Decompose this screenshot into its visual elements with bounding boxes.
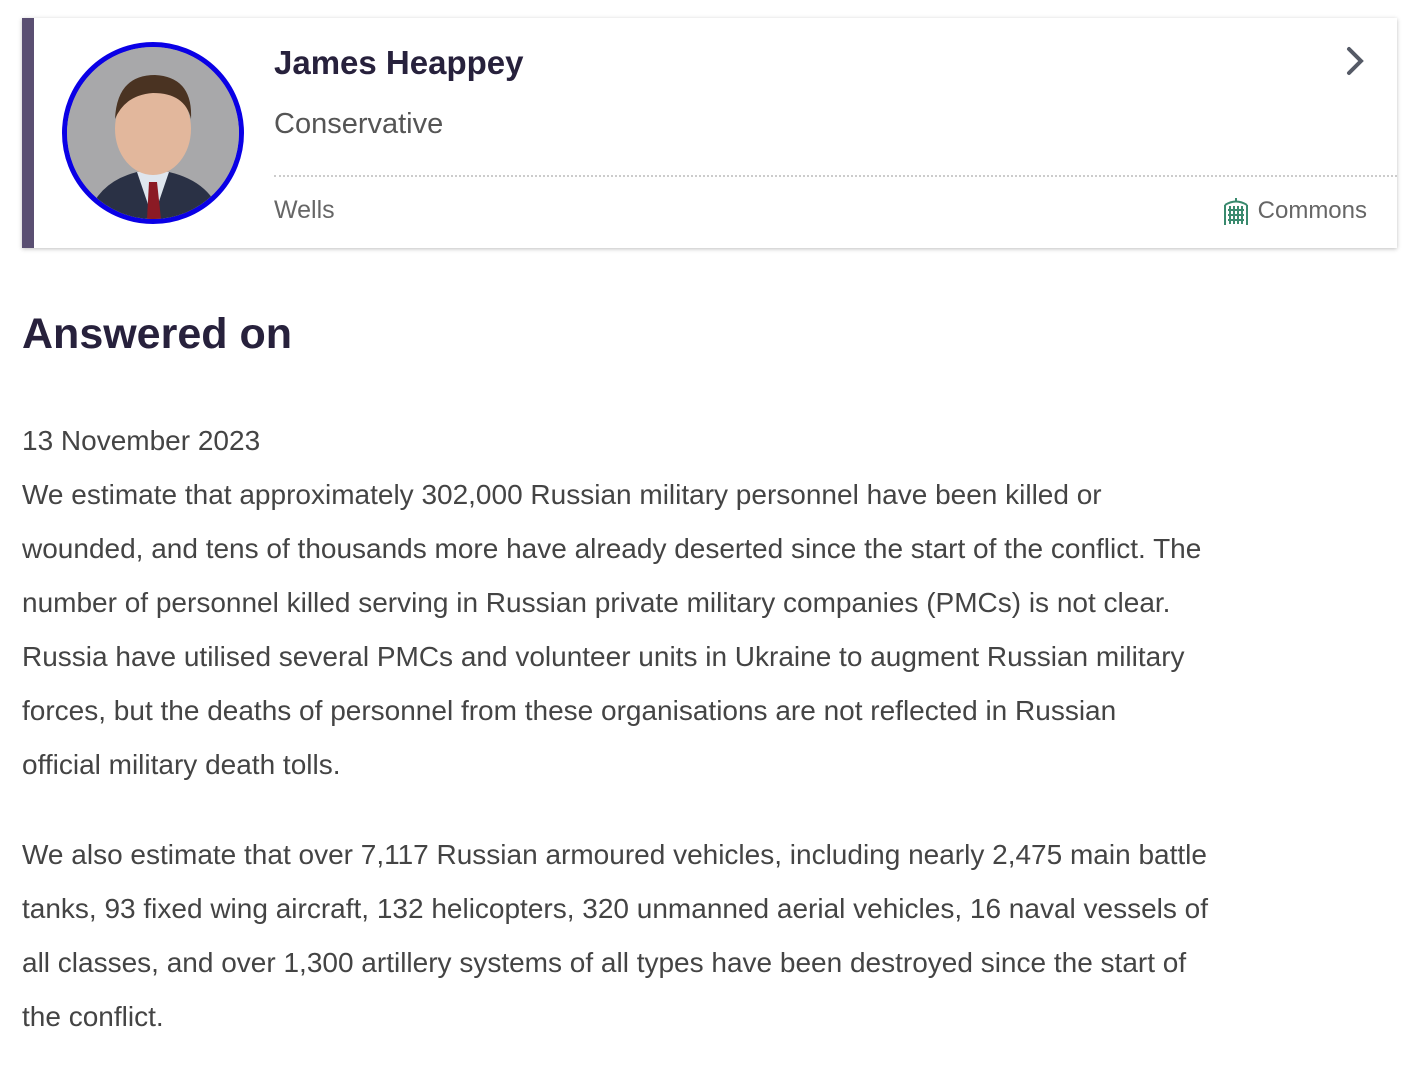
answer-line: the conflict. (22, 1001, 164, 1032)
answer-paragraph: We also estimate that over 7,117 Russian… (22, 828, 1208, 1044)
answer-line: We also estimate that over 7,117 Russian… (22, 839, 1207, 870)
answer-line: all classes, and over 1,300 artillery sy… (22, 947, 1187, 978)
member-avatar (62, 42, 244, 224)
member-card[interactable]: James Heappey Conservative Wells Commons (22, 18, 1397, 248)
party-color-bar (22, 18, 34, 248)
member-name[interactable]: James Heappey (274, 44, 524, 81)
answer-line: forces, but the deaths of personnel from… (22, 695, 1117, 726)
answer-date: 13 November 2023 (22, 425, 261, 456)
member-party: Conservative (274, 108, 444, 140)
answer-paragraph: We estimate that approximately 302,000 R… (22, 468, 1208, 792)
answer-line: tanks, 93 fixed wing aircraft, 132 helic… (22, 893, 1209, 924)
member-portrait (67, 47, 239, 219)
chevron-right-icon[interactable] (1343, 44, 1367, 78)
answer-line: We estimate that approximately 302,000 R… (22, 479, 1102, 510)
house-label: Commons (1222, 196, 1367, 226)
member-constituency: Wells (274, 196, 335, 224)
answered-on-heading: Answered on (22, 310, 292, 358)
answer-line: wounded, and tens of thousands more have… (22, 533, 1202, 564)
answer-line: official military death tolls. (22, 749, 341, 780)
answer-line: Russia have utilised several PMCs and vo… (22, 641, 1185, 672)
card-divider (274, 175, 1397, 177)
answer-body: 13 November 2023 We estimate that approx… (22, 414, 1208, 1080)
portcullis-icon (1223, 198, 1248, 225)
answer-line: number of personnel killed serving in Ru… (22, 587, 1171, 618)
house-name: Commons (1257, 197, 1367, 224)
